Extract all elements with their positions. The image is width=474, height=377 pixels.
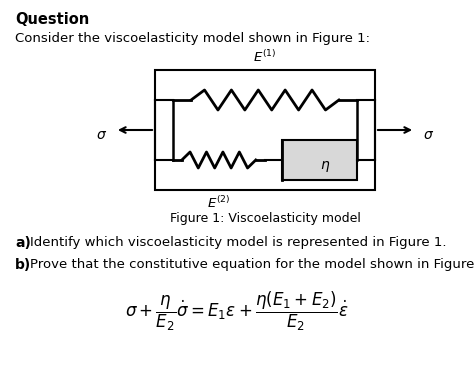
Text: Figure 1: Viscoelasticity model: Figure 1: Viscoelasticity model bbox=[170, 212, 360, 225]
Text: $E^{(2)}$: $E^{(2)}$ bbox=[207, 195, 230, 211]
Text: $\eta$: $\eta$ bbox=[320, 158, 330, 173]
Text: Identify which viscoelasticity model is represented in Figure 1.: Identify which viscoelasticity model is … bbox=[30, 236, 447, 249]
Text: b): b) bbox=[15, 258, 31, 272]
Text: a): a) bbox=[15, 236, 31, 250]
Text: $\sigma + \dfrac{\eta}{E_2}\dot{\sigma} = E_1\varepsilon + \dfrac{\eta(E_1 + E_2: $\sigma + \dfrac{\eta}{E_2}\dot{\sigma} … bbox=[125, 290, 349, 333]
Bar bbox=[155, 70, 375, 190]
Bar bbox=[282, 140, 357, 180]
Text: Prove that the constitutive equation for the model shown in Figure 1 is:: Prove that the constitutive equation for… bbox=[30, 258, 474, 271]
Text: $\sigma$: $\sigma$ bbox=[423, 128, 434, 142]
Text: $\sigma$: $\sigma$ bbox=[96, 128, 107, 142]
Text: $E^{(1)}$: $E^{(1)}$ bbox=[253, 49, 277, 65]
Text: Consider the viscoelasticity model shown in Figure 1:: Consider the viscoelasticity model shown… bbox=[15, 32, 370, 45]
Text: Question: Question bbox=[15, 12, 89, 27]
